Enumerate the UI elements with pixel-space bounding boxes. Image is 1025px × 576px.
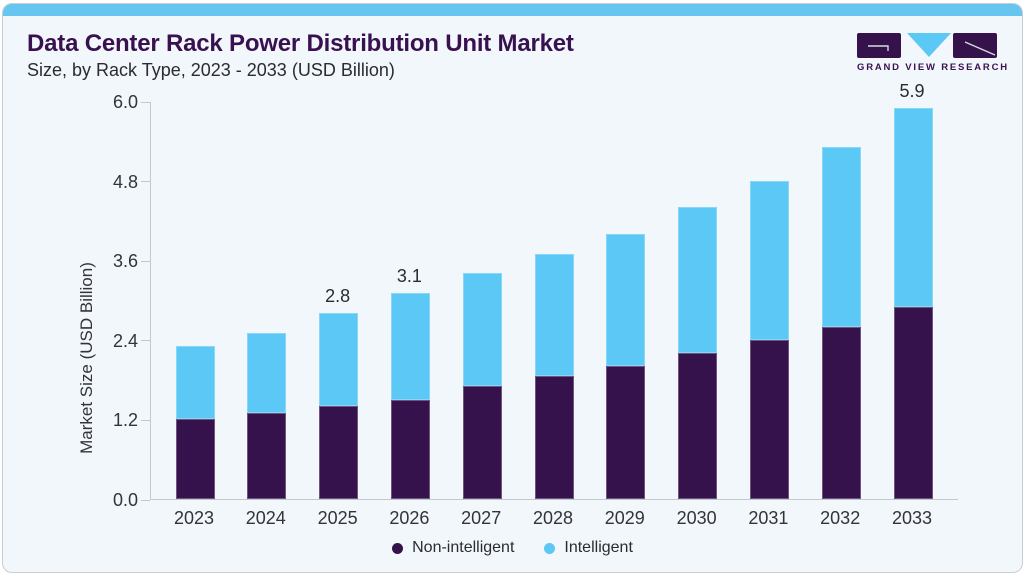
- bar-segment-intelligent: [247, 333, 287, 413]
- bar-segment-non-intelligent: [606, 366, 646, 499]
- y-tick-label: 0.0: [112, 490, 138, 510]
- y-tick-label: 6.0: [112, 92, 138, 112]
- bar-2025: [319, 313, 359, 499]
- y-tick-mark: [141, 499, 150, 501]
- bar-2030: [678, 207, 718, 499]
- x-tick-label: 2028: [532, 508, 574, 528]
- bar-segment-non-intelligent: [893, 306, 933, 499]
- chart-legend: Non-intelligent Intelligent: [2, 539, 1023, 557]
- plot-area: [150, 102, 958, 500]
- x-tick-label: 2023: [173, 508, 215, 528]
- x-tick-label: 2029: [604, 508, 645, 528]
- bar-segment-intelligent: [175, 346, 215, 420]
- bar-2026: [390, 293, 430, 499]
- bar-segment-non-intelligent: [247, 412, 287, 499]
- y-tick-mark: [141, 260, 150, 262]
- y-tick-mark: [141, 419, 150, 421]
- logo-g-glyph-icon: [868, 45, 889, 51]
- bar-segment-intelligent: [319, 313, 359, 407]
- page-subtitle: Size, by Rack Type, 2023 - 2033 (USD Bil…: [27, 60, 395, 80]
- legend-item-non-intelligent: Non-intelligent: [392, 539, 514, 557]
- bar-2031: [749, 180, 789, 499]
- logo-triangle-icon: [907, 33, 951, 57]
- x-tick-label: 2027: [461, 508, 502, 528]
- legend-label: Intelligent: [564, 539, 633, 556]
- bar-2024: [247, 333, 287, 499]
- bar-segment-non-intelligent: [821, 326, 861, 499]
- page-title: Data Center Rack Power Distribution Unit…: [27, 30, 574, 57]
- bar-segment-intelligent: [893, 107, 933, 307]
- logo-brand-text: GRAND VIEW RESEARCH: [857, 62, 1009, 73]
- bar-segment-non-intelligent: [390, 399, 430, 499]
- legend-marker-icon: [392, 542, 404, 554]
- y-tick-mark: [141, 340, 150, 342]
- y-tick-label: 2.4: [112, 330, 138, 351]
- gvr-logo: GRAND VIEW RESEARCH: [857, 31, 1009, 75]
- bar-2033: [893, 107, 933, 499]
- bar-segment-intelligent: [390, 293, 430, 400]
- bar-segment-non-intelligent: [319, 406, 359, 499]
- logo-right-block: [953, 33, 997, 58]
- bar-2023: [175, 346, 215, 499]
- legend-label: Non-intelligent: [412, 539, 515, 556]
- bar-segment-intelligent: [462, 273, 502, 387]
- legend-marker-icon: [544, 542, 556, 554]
- bar-segment-intelligent: [606, 233, 646, 367]
- bar-total-label: 3.1: [396, 266, 422, 287]
- x-tick-label: 2024: [245, 508, 286, 528]
- accent-strip: [3, 4, 1022, 16]
- bar-segment-intelligent: [534, 253, 574, 377]
- bar-segment-non-intelligent: [175, 419, 215, 499]
- y-tick-label: 3.6: [112, 251, 138, 272]
- x-tick-label: 2031: [748, 508, 789, 528]
- logo-r-glyph-icon: [964, 41, 996, 56]
- bar-segment-non-intelligent: [462, 386, 502, 499]
- x-tick-label: 2032: [820, 508, 861, 528]
- bar-2032: [821, 147, 861, 499]
- bar-2029: [606, 233, 646, 499]
- bar-segment-intelligent: [678, 207, 718, 354]
- bar-segment-non-intelligent: [534, 376, 574, 499]
- bar-total-label: 2.8: [325, 286, 351, 307]
- x-tick-label: 2030: [676, 508, 717, 528]
- y-tick-mark: [141, 101, 150, 103]
- x-tick-label: 2033: [891, 508, 933, 528]
- legend-item-intelligent: Intelligent: [544, 539, 633, 557]
- bar-segment-intelligent: [749, 180, 789, 340]
- bar-segment-non-intelligent: [678, 353, 718, 499]
- x-tick-label: 2025: [317, 508, 358, 528]
- y-tick-label: 4.8: [112, 171, 138, 192]
- y-tick-mark: [141, 181, 150, 183]
- y-tick-label: 1.2: [112, 410, 138, 431]
- bar-segment-non-intelligent: [749, 339, 789, 499]
- bar-2028: [534, 253, 574, 499]
- x-tick-label: 2026: [389, 508, 430, 528]
- bar-2027: [462, 273, 502, 499]
- bar-segment-intelligent: [821, 147, 861, 327]
- logo-left-block: [857, 33, 901, 58]
- bar-total-label: 5.9: [899, 80, 925, 101]
